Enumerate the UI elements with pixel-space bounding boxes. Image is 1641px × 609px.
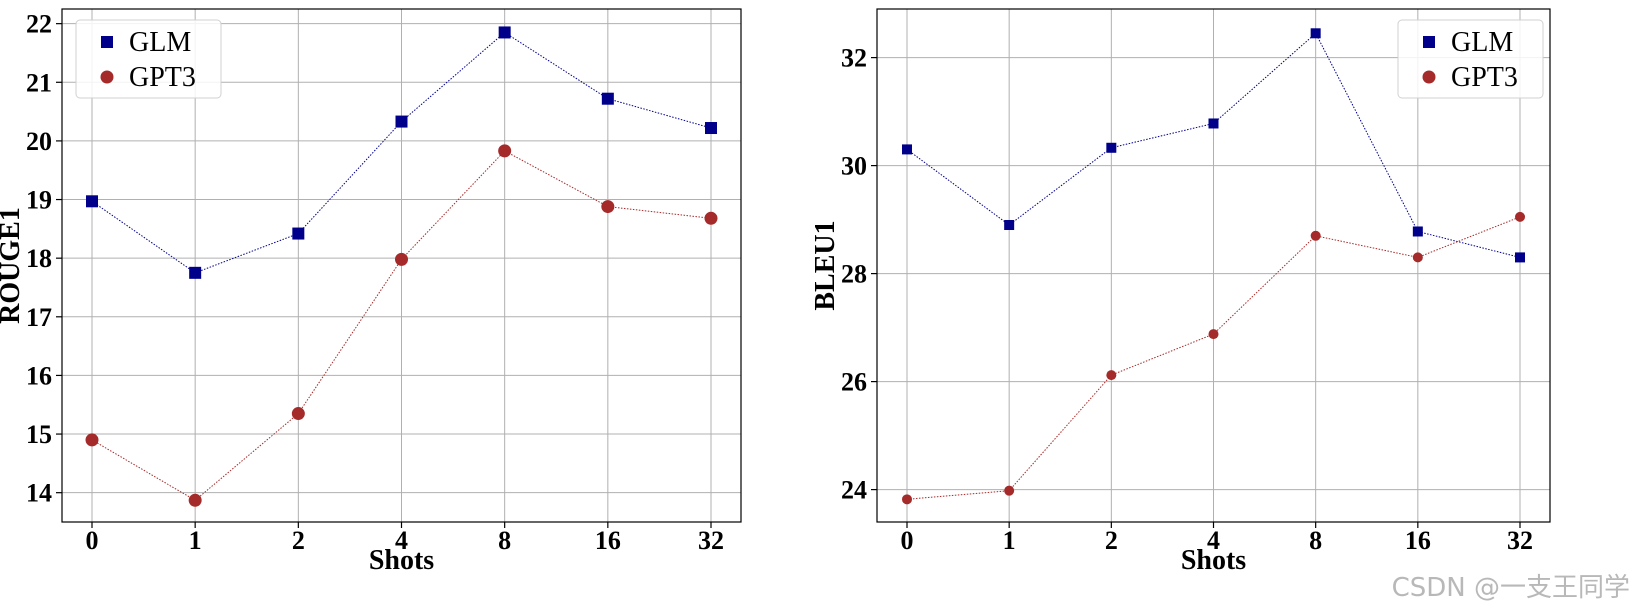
data-point [291,407,305,421]
y-tick-label: 21 [26,68,52,97]
data-point [1310,28,1321,39]
data-point [395,115,408,128]
legend-marker [1423,36,1435,48]
x-tick-label: 0 [86,526,99,555]
data-point [85,433,99,447]
data-point [902,144,912,155]
data-point [601,200,615,214]
y-tick-label: 16 [26,361,52,390]
series-gpt3 [85,144,718,507]
data-point [705,122,717,135]
legend-label: GPT3 [1451,62,1518,93]
legend-marker [100,70,114,84]
legend-label: GLM [129,27,191,58]
data-point [189,266,202,279]
data-point [1004,220,1015,230]
y-tick-label: 26 [841,368,867,397]
data-point [1208,329,1219,340]
x-tick-label: 1 [1003,526,1016,555]
legend: GLM GPT3 [75,19,222,99]
y-axis-title: BLEU1 [810,220,841,310]
data-point [498,26,511,39]
y-tick-label: 15 [26,420,52,449]
x-tick-label: 16 [1405,526,1431,555]
y-tick-label: 24 [841,476,867,505]
x-axis-title: Shots [1181,545,1246,576]
data-point [1515,252,1525,263]
data-point [395,252,408,266]
data-point [902,494,912,505]
data-point [1106,370,1117,381]
y-axis-title: ROUGE1 [0,207,26,324]
watermark: CSDN @一支王同学 [1392,573,1630,603]
y-tick-label: 32 [841,44,867,73]
x-tick-label: 2 [1105,526,1118,555]
x-tick-label: 8 [498,526,511,555]
y-tick-label: 18 [26,244,52,273]
data-point [1515,211,1525,222]
data-point [498,144,512,158]
y-tick-label: 20 [26,127,52,156]
data-point [601,92,614,105]
x-tick-label: 32 [1507,526,1533,555]
legend: GLM GPT3 [1397,19,1544,99]
y-tick-label: 14 [26,479,52,508]
y-tick-label: 30 [841,152,867,181]
x-tick-label: 32 [698,526,724,555]
x-tick-label: 8 [1309,526,1322,555]
legend-marker [101,36,113,48]
x-tick-label: 2 [292,526,305,555]
data-point [1310,230,1321,241]
chart-rouge1: 0 1 2 4 8 16 32 14 15 16 17 18 19 20 21 22 Shots ROUGE1 GL… [0,8,742,576]
x-tick-label: 4 [1207,526,1220,555]
series-glm [86,26,717,279]
data-point [86,195,98,208]
x-axis-title: Shots [369,545,434,576]
x-tick-label: 1 [189,526,202,555]
data-point [1106,142,1117,153]
y-tick-label: 22 [26,10,52,39]
data-point [292,227,305,240]
legend-marker [1422,70,1436,84]
legend-label: GLM [1451,27,1513,58]
series-glm [902,28,1525,263]
data-point [704,211,718,225]
x-tick-label: 4 [395,526,408,555]
y-tick-label: 19 [26,186,52,215]
y-tick-label: 28 [841,260,867,289]
series-gpt3 [902,211,1525,505]
data-point [188,493,202,507]
data-point [1208,118,1219,129]
x-tick-label: 16 [595,526,621,555]
y-tick-label: 17 [26,303,52,332]
data-point [1412,252,1423,263]
data-point [1412,226,1423,237]
x-tick-label: 0 [901,526,914,555]
data-point [1004,485,1015,496]
legend-label: GPT3 [129,62,196,93]
